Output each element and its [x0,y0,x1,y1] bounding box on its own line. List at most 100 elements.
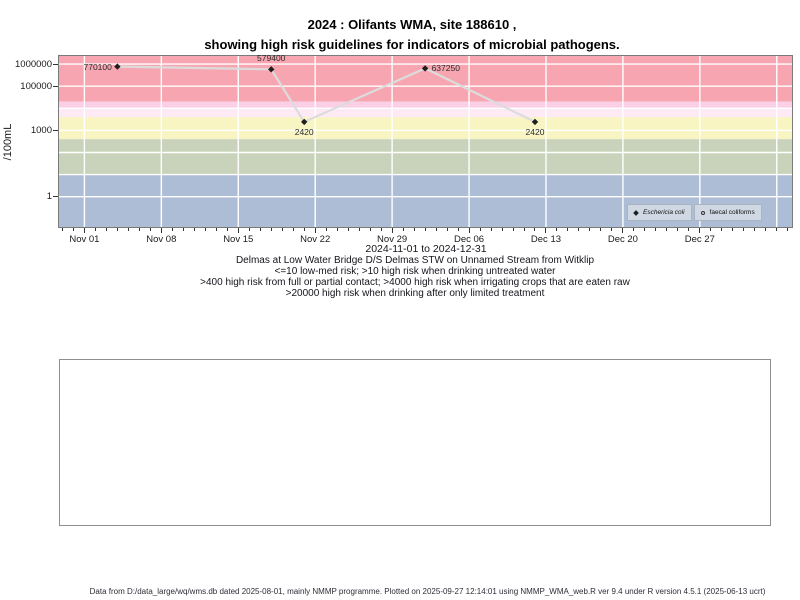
x-minor-tick [578,228,580,231]
x-tick-label: Nov 08 [146,233,177,245]
x-minor-tick [303,228,305,231]
x-minor-tick [281,228,283,231]
x-minor-tick [94,228,96,231]
risk-band [59,117,792,140]
x-minor-tick [556,228,558,231]
y-tick [53,129,58,131]
x-minor-tick [677,228,679,231]
x-minor-tick [248,228,250,231]
x-minor-tick [358,228,360,231]
x-major-tick [314,228,316,233]
x-major-tick [83,228,85,233]
x-minor-tick [270,228,272,231]
x-minor-tick [61,228,63,231]
x-minor-tick [105,228,107,231]
x-tick-label: Nov 22 [300,233,331,245]
x-minor-tick [292,228,294,231]
data-point-label: 579400 [257,52,286,63]
x-tick-label: Dec 13 [530,233,562,245]
x-minor-tick [193,228,195,231]
chart-legend: Eschericia coli faecal coliforms [627,204,762,221]
risk-band [59,108,792,118]
x-major-tick [699,228,701,233]
x-minor-tick [72,228,74,231]
x-minor-tick [182,228,184,231]
x-minor-tick [457,228,459,231]
x-minor-tick [655,228,657,231]
x-major-tick [237,228,239,233]
x-axis-range-label: 2024-11-01 to 2024-12-31 [365,243,487,255]
x-major-tick [622,228,624,233]
open-circle-icon [700,210,705,215]
x-minor-tick [512,228,514,231]
data-point-marker [268,66,275,73]
x-minor-tick [490,228,492,231]
x-minor-tick [501,228,503,231]
x-minor-tick [721,228,723,231]
x-minor-tick [446,228,448,231]
x-minor-tick [479,228,481,231]
y-tick-label: 1 [46,191,52,203]
risk-band [59,139,792,175]
data-point-marker [301,118,308,126]
caption-station: Delmas at Low Water Bridge D/S Delmas ST… [235,255,595,266]
empty-panel [59,359,771,526]
x-minor-tick [589,228,591,231]
x-minor-tick [567,228,569,231]
x-major-tick [391,228,393,233]
y-tick-label: 1000 [30,124,52,136]
x-minor-tick [743,228,745,231]
x-minor-tick [611,228,613,231]
x-minor-tick [776,228,778,231]
x-minor-tick [347,228,349,231]
x-minor-tick [765,228,767,231]
x-minor-tick [138,228,140,231]
data-point-marker [531,118,539,126]
x-tick-label: Nov 01 [69,233,100,245]
y-tick [53,85,58,87]
y-tick [53,196,58,198]
x-minor-tick [325,228,327,231]
x-major-tick [160,228,162,233]
x-minor-tick [413,228,415,231]
legend-label-ecoli: Eschericia coli [643,209,685,216]
x-minor-tick [666,228,668,231]
x-minor-tick [171,228,173,231]
x-major-tick [545,228,547,233]
x-minor-tick [369,228,371,231]
x-tick-label: Nov 29 [377,233,408,245]
caption-guideline-3: >20000 high risk when drinking after onl… [285,288,545,299]
x-minor-tick [116,228,118,231]
x-minor-tick [534,228,536,231]
legend-label-faecal-coliforms: faecal coliforms [709,209,755,216]
x-minor-tick [215,228,217,231]
x-minor-tick [204,228,206,231]
x-minor-tick [732,228,734,231]
caption-block: Delmas at Low Water Bridge D/S Delmas ST… [0,255,800,299]
x-tick-label: Dec 20 [607,233,638,245]
x-minor-tick [380,228,382,231]
y-tick [53,63,58,65]
x-minor-tick [633,228,635,231]
caption-guideline-2: >400 high risk from full or partial cont… [200,277,630,288]
x-minor-tick [127,228,129,231]
data-point-label: 637250 [431,63,460,74]
data-point-label: 770100 [83,61,112,72]
plot-area [58,55,793,228]
x-minor-tick [402,228,404,231]
x-minor-tick [226,228,228,231]
footer-provenance: Data from D:/data_large/wq/wms.db dated … [89,587,766,596]
x-major-tick [468,228,470,233]
x-minor-tick [149,228,151,231]
legend-item-faecal-coliforms: faecal coliforms [693,204,762,221]
x-minor-tick [754,228,756,231]
legend-item-ecoli: Eschericia coli [627,204,692,221]
x-minor-tick [710,228,712,231]
x-tick-label: Nov 15 [223,233,254,245]
x-minor-tick [523,228,525,231]
x-tick-label: Dec 27 [684,233,715,245]
x-minor-tick [688,228,690,231]
risk-band [59,101,792,109]
x-minor-tick [424,228,426,231]
